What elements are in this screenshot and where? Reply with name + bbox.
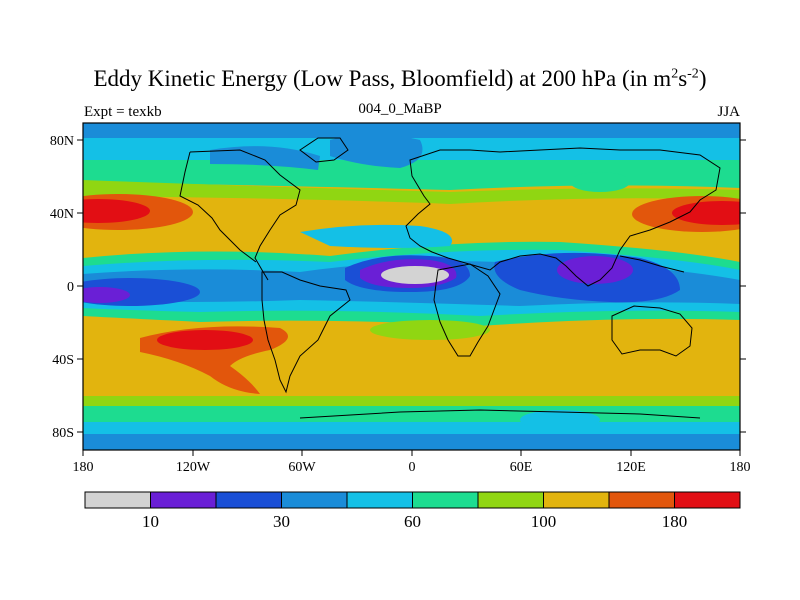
colorbar-swatch [84,491,151,509]
map-title: Eddy Kinetic Energy (Low Pass, Bloomfiel… [93,66,707,91]
x-tick-label: 180 [73,460,94,475]
colorbar-swatch [412,491,479,509]
colorbar-label: 60 [404,512,421,531]
coastlines [179,137,721,419]
x-tick-label: 120W [176,460,211,475]
axis-ticks [77,139,746,456]
x-tick-label: 60E [510,460,533,475]
y-tick-label: 40N [50,207,74,222]
colorbar-label: 100 [531,512,557,531]
colorbar-swatch [346,491,413,509]
colorbar-swatch [150,491,217,509]
run-label: 004_0_MaBP [358,101,442,117]
x-tick-label: 120E [616,460,646,475]
experiment-label: Expt = texkb [84,104,162,120]
y-tick-label: 80S [52,426,74,441]
colorbar-label: 10 [142,512,159,531]
y-tick-label: 40S [52,353,74,368]
colorbar-swatch [477,491,544,509]
colorbar-swatch [543,491,610,509]
season-label: JJA [717,104,740,120]
y-tick-label: 80N [50,134,74,149]
colorbar-swatch [608,491,675,509]
x-tick-label: 180 [730,460,751,475]
colorbar [84,491,741,509]
colorbar-swatch [281,491,348,509]
colorbar-label: 180 [662,512,688,531]
colorbar-label: 30 [273,512,290,531]
x-tick-label: 0 [409,460,416,475]
colorbar-swatch [215,491,282,509]
y-tick-label: 0 [67,280,74,295]
colorbar-swatch [674,491,741,509]
ke-contours [83,123,740,450]
x-tick-label: 60W [288,460,316,475]
